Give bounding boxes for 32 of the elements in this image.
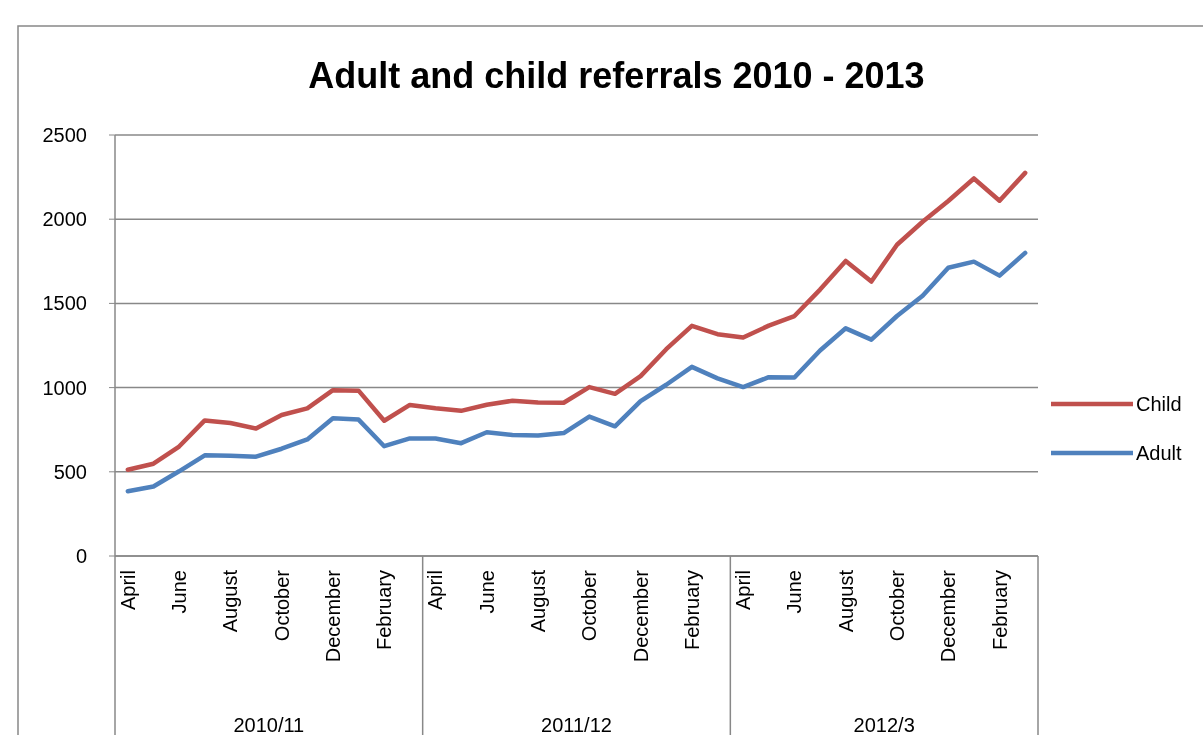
legend-label: Child [1136,393,1182,415]
x-tick-label: February [373,570,396,651]
legend-label: Adult [1136,442,1183,464]
x-tick-label: April [732,570,755,611]
x-tick-label: June [783,570,806,614]
x-tick-label: February [680,570,703,651]
x-tick-label: December [629,569,652,663]
x-tick-label: August [219,569,242,633]
chart-title: Adult and child referrals 2010 - 2013 [308,55,925,96]
text: 2012/3 [853,714,915,735]
x-tick-label: April [116,570,139,611]
y-tick-label: 2000 [42,208,87,231]
y-tick-label: 500 [53,460,87,483]
y-tick-label: 1500 [42,292,87,315]
x-tick-label: October [270,569,293,642]
line-series [125,250,1028,494]
x-tick-label: February [988,570,1011,651]
x-tick-label: December [937,569,960,663]
x-tick-label: December [321,569,344,663]
y-tick-label: 1000 [42,376,87,399]
x-tick-label: June [475,570,498,614]
y-tick-label: 2500 [42,124,87,146]
x-tick-label: October [578,569,601,642]
y-tick-label: 0 [75,545,87,567]
x-tick-label: April [424,570,447,611]
line-series [125,170,1028,473]
x-tick-label: June [168,570,191,614]
x-tick-label: October [885,569,908,642]
text: 2011/12 [541,714,612,735]
text: 2010/11 [233,714,305,735]
x-tick-label: August [834,569,857,633]
x-tick-label: August [527,569,550,633]
